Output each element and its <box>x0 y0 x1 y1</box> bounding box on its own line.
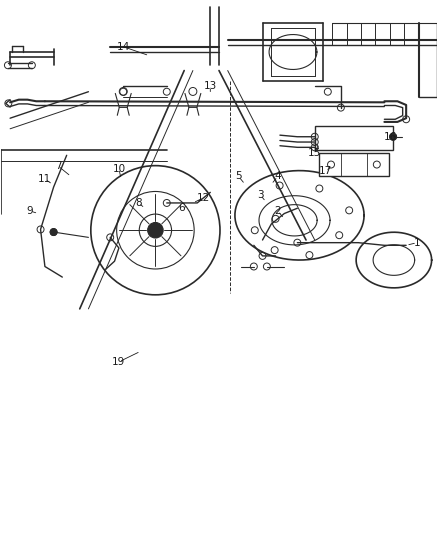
Text: 12: 12 <box>197 192 210 203</box>
Text: 5: 5 <box>235 172 242 181</box>
Text: 8: 8 <box>135 198 142 208</box>
Text: 2: 2 <box>275 206 281 216</box>
FancyBboxPatch shape <box>315 126 393 150</box>
Text: 6: 6 <box>179 203 185 213</box>
Text: 11: 11 <box>38 174 52 184</box>
Text: 13: 13 <box>204 82 217 92</box>
Text: 17: 17 <box>319 166 332 176</box>
Circle shape <box>50 229 57 236</box>
Text: 7: 7 <box>55 161 61 171</box>
Text: 3: 3 <box>257 190 264 200</box>
Text: 10: 10 <box>112 164 125 174</box>
Text: 9: 9 <box>26 206 33 216</box>
Circle shape <box>390 133 396 140</box>
Text: 4: 4 <box>275 172 281 181</box>
Text: 16: 16 <box>384 132 398 142</box>
Text: 15: 15 <box>308 148 321 158</box>
Text: 19: 19 <box>112 357 126 367</box>
Text: 1: 1 <box>414 238 420 248</box>
FancyBboxPatch shape <box>319 152 389 176</box>
Circle shape <box>148 222 163 238</box>
Text: 14: 14 <box>117 42 130 52</box>
